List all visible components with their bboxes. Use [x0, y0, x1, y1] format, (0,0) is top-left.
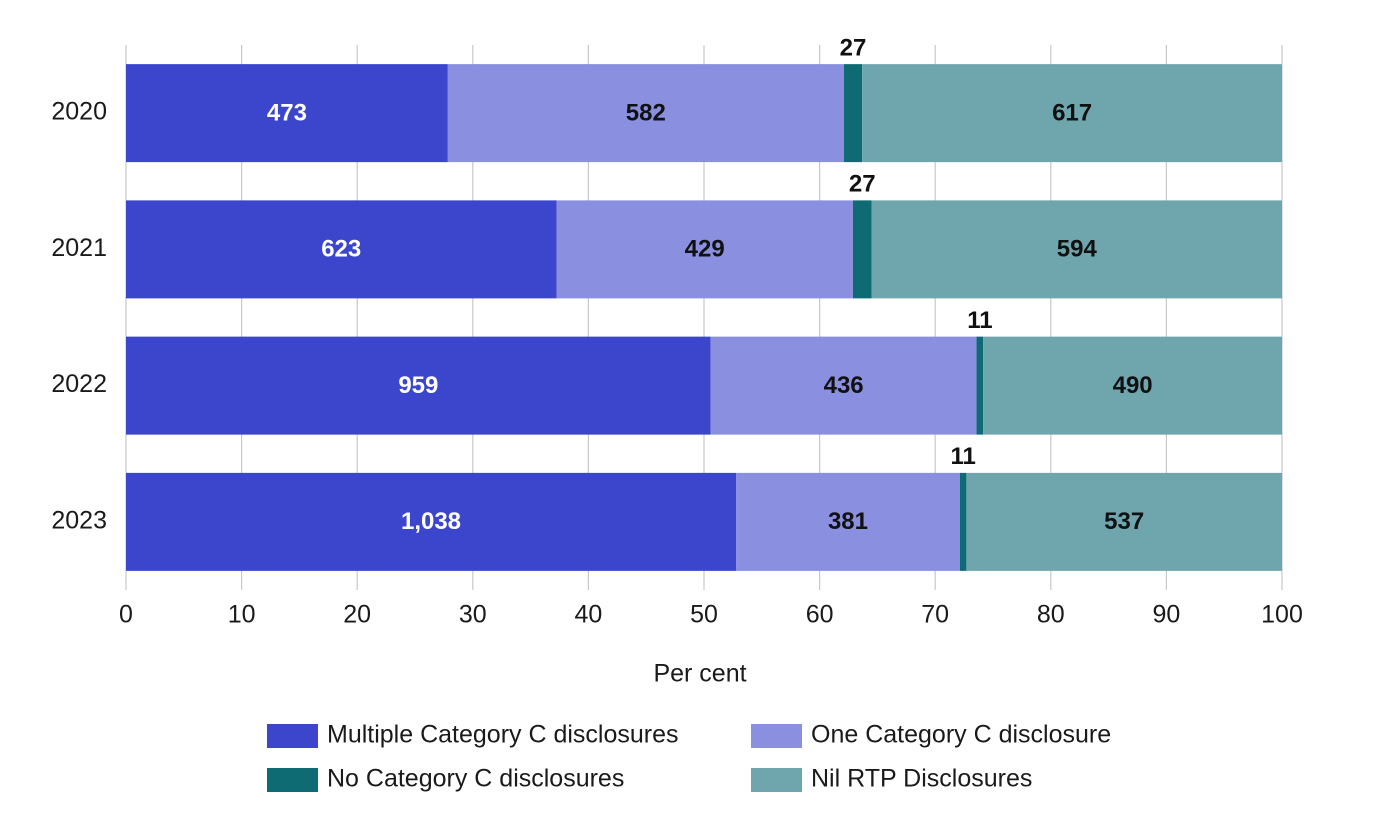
x-tick-label: 50: [690, 601, 718, 629]
value-label: 11: [950, 443, 975, 470]
value-label: 594: [1057, 236, 1098, 263]
bar-segment: [966, 472, 1282, 571]
value-label: 490: [1113, 372, 1153, 399]
legend-label: One Category C disclosure: [811, 721, 1111, 749]
value-label: 381: [828, 508, 868, 535]
x-tick-label: 30: [459, 601, 487, 629]
x-axis-label: Per cent: [653, 660, 746, 688]
value-label: 537: [1104, 508, 1144, 535]
x-tick-label: 0: [119, 601, 133, 629]
bar-segment: [983, 336, 1282, 435]
legend-label: Nil RTP Disclosures: [811, 765, 1032, 793]
y-tick-label: 2021: [51, 234, 107, 262]
y-tick-label: 2023: [51, 506, 107, 534]
x-tick-label: 100: [1261, 601, 1303, 629]
x-tick-label: 60: [806, 601, 834, 629]
bar-segment: [126, 472, 737, 571]
value-label: 429: [685, 236, 725, 263]
legend-swatch: [751, 768, 802, 792]
legend-label: Multiple Category C disclosures: [327, 721, 679, 749]
bar-segment: [126, 64, 448, 163]
y-tick-label: 2022: [51, 370, 107, 398]
legend-swatch: [267, 724, 318, 748]
value-label: 959: [398, 372, 438, 399]
legend-swatch: [267, 768, 318, 792]
bar-segment: [871, 200, 1282, 299]
bar-segment: [126, 200, 557, 299]
bar-segment: [862, 64, 1282, 163]
x-tick-label: 20: [343, 601, 371, 629]
bar-segment: [556, 200, 853, 299]
legend-swatch: [751, 724, 802, 748]
x-tick-label: 40: [574, 601, 602, 629]
x-tick-label: 70: [921, 601, 949, 629]
bar-segment: [852, 200, 872, 299]
bar-segment: [710, 336, 977, 435]
value-label: 617: [1052, 99, 1092, 126]
value-label: 473: [267, 99, 307, 126]
value-label: 623: [321, 236, 361, 263]
value-label: 436: [824, 372, 864, 399]
bar-segment: [976, 336, 984, 435]
value-label: 1,038: [401, 508, 461, 535]
y-tick-label: 2020: [51, 98, 107, 126]
bar-segment: [959, 472, 967, 571]
bar-segment: [447, 64, 844, 163]
bar-segment: [126, 336, 711, 435]
value-label: 27: [849, 171, 876, 198]
value-label: 27: [840, 34, 867, 61]
bar-segment: [843, 64, 863, 163]
x-tick-label: 90: [1152, 601, 1180, 629]
x-tick-label: 80: [1037, 601, 1065, 629]
value-label: 582: [626, 99, 666, 126]
x-tick-label: 10: [228, 601, 256, 629]
bar-segment: [736, 472, 960, 571]
value-label: 11: [967, 307, 992, 334]
legend-label: No Category C disclosures: [327, 765, 624, 793]
